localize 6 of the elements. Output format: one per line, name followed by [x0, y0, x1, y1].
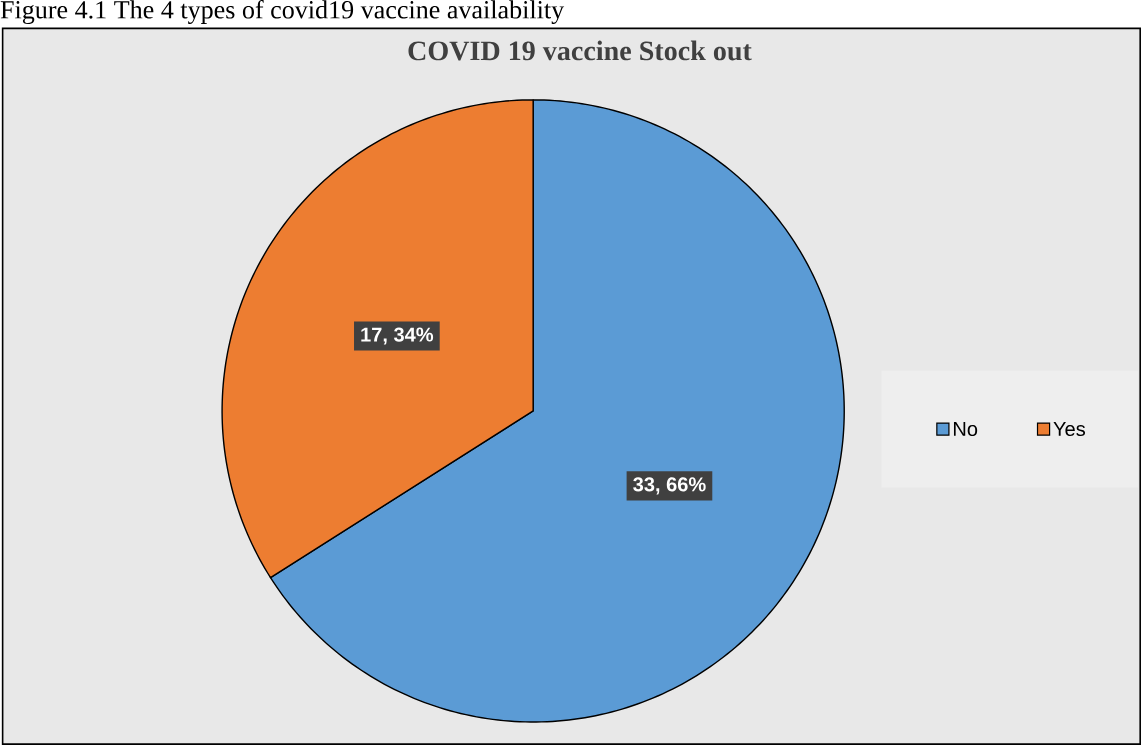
caption: Figure 4.1 The 4 types of covid19 vaccine availability	[0, 0, 565, 24]
legend-label: No	[953, 422, 978, 437]
legend-label: Yes	[1053, 422, 1086, 437]
data-label: 17, 34%	[361, 327, 434, 345]
data-label: 33, 66%	[633, 477, 706, 495]
chart-title: COVID 19 vaccine Stock out	[408, 40, 752, 61]
